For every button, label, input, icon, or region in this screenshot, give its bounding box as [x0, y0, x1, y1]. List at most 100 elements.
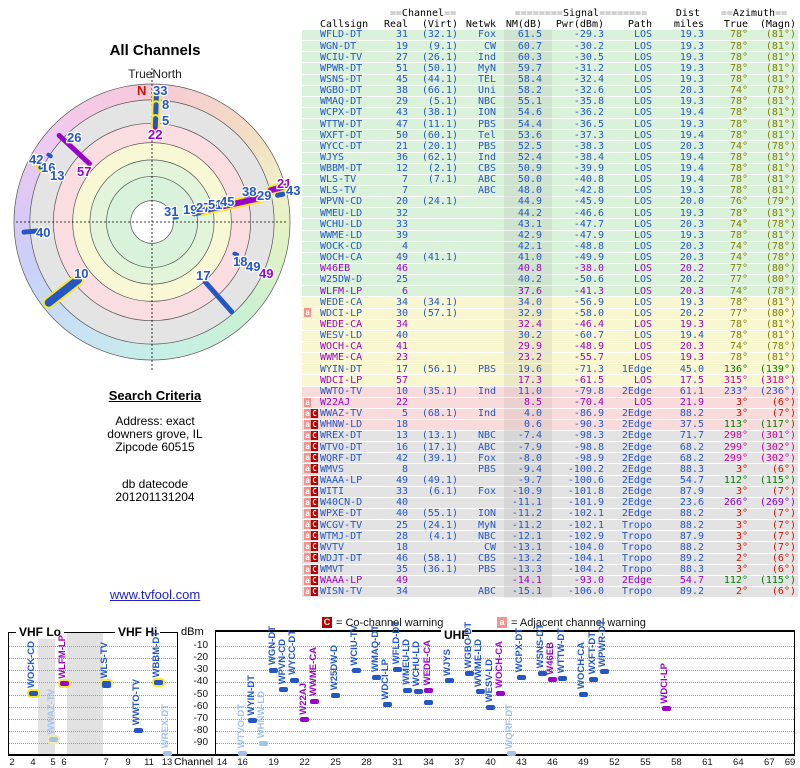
- channel-tick-label: 6: [61, 757, 67, 768]
- adjacent-warning-icon: a: [304, 542, 311, 552]
- true-north-label: TrueNorth: [128, 67, 182, 81]
- radar-channel-label: 33: [153, 83, 167, 98]
- channel-tick-label: 25: [330, 757, 341, 768]
- vhf-hi-label: VHF Hi: [115, 625, 161, 639]
- signal-bar: [516, 675, 526, 681]
- signal-bar: [578, 691, 588, 697]
- signal-bar-label: WYCC-DT: [287, 630, 299, 676]
- co-channel-warning-icon: C: [311, 586, 318, 596]
- adjacent-warning-icon: a: [304, 508, 311, 518]
- table-row: WBBM-DT 12 (2.1) CBS 50.9 -39.9 LOS 19.4 78° (81°…: [302, 163, 798, 175]
- tvfool-link[interactable]: www.tvfool.com: [109, 587, 201, 602]
- table-row: WTTW-DT 47 (11.1) PBS 54.4 -36.5 LOS 19.3 78° (81…: [302, 118, 798, 131]
- table-row: WOCK-CD 4 42.1 -48.8 LOS 20.3 74° (78°): [302, 241, 798, 253]
- signal-bar: [599, 669, 609, 675]
- radar-channel-bar: [232, 251, 240, 257]
- channel-tick-label: 52: [609, 757, 620, 768]
- signal-bar: [331, 692, 341, 698]
- signal-bar-label: WWME-CA: [307, 647, 319, 697]
- callsign: WMEU-LD: [320, 207, 363, 219]
- gridline: [9, 718, 176, 720]
- signal-bar-label: WTTW-DT: [555, 627, 567, 674]
- signal-bar: [162, 750, 172, 756]
- channel-tick-label: 14: [216, 757, 228, 768]
- table-row: WWME-LD 39 42.9 -47.9 LOS 19.3 78° (81°): [302, 229, 798, 242]
- search-address: downers grove, IL: [107, 427, 203, 441]
- radar-channel-bar: [44, 275, 83, 307]
- co-channel-warning-icon: C: [311, 442, 318, 452]
- co-channel-warning-icon: C: [311, 531, 318, 541]
- co-channel-warning-icon: C: [311, 542, 318, 552]
- radar-channel-label: 16: [41, 160, 55, 175]
- signal-bar-label: WEDE-CA: [421, 639, 433, 686]
- table-row: a C WTVO-DT 16 (17.1) ABC -7.9 -98.8 2Edge 68.2 29…: [302, 441, 798, 454]
- radar-channel-label: 43: [286, 183, 300, 198]
- vhf-gap-stripe: [38, 633, 55, 754]
- channel-tick-label: 69: [784, 757, 796, 768]
- table-row: a C WHNW-LD 18 0.6 -90.3 2Edge 37.5 113° (117°): [302, 419, 798, 432]
- callsign: WQRF-DT: [320, 452, 363, 464]
- signal-bar-label: WWTO-TV: [131, 679, 142, 726]
- gridline: [9, 658, 176, 660]
- table-row: a WDCI-LP 30 (57.1) 32.9 -58.0 LOS 20.2 77° (80°): [302, 307, 798, 320]
- table-header-groups: ==Channel== ========Signal======== Dist ==A…: [389, 7, 788, 19]
- radar-channel-label: 27: [196, 200, 210, 215]
- adjacent-warning-icon: a: [304, 531, 311, 541]
- callsign: WHNW-LD: [320, 419, 363, 431]
- adjacent-channel-warning-text: = Adjacent channel warning: [511, 617, 646, 629]
- warning-markers: a: [302, 308, 318, 319]
- db-datecode-label: db datecode: [121, 477, 189, 491]
- gridline: [9, 670, 176, 672]
- radar-channel-bar: [46, 152, 53, 159]
- signal-bar-label: WOCK-CD: [26, 641, 37, 689]
- signal-bar-label: WFLD-DT: [390, 621, 402, 665]
- signal-bar-label: WCPX-DT: [514, 628, 526, 673]
- table-row: WJYS 36 (62.1) Ind 52.4 -38.4 LOS 19.4 78° (81°): [302, 151, 798, 164]
- radar-channel-bar: [191, 210, 202, 217]
- channel-tick-label: 67: [764, 757, 775, 768]
- gridline: [216, 670, 794, 672]
- signal-bar-label: WQRF-DT: [504, 703, 516, 749]
- callsign: W46EB: [320, 263, 351, 275]
- signal-bar: [424, 687, 434, 693]
- signal-bar-label: W46EB: [545, 642, 557, 675]
- channel-axis: [8, 754, 795, 756]
- radar-channel-label: 57: [77, 164, 91, 179]
- dbm-tick-label: -60: [193, 700, 208, 712]
- signal-bar: [279, 687, 289, 693]
- table-row: WSNS-DT 45 (44.1) TEL 58.4 -32.4 LOS 19.3 78° (81…: [302, 73, 798, 86]
- signal-bar-label: WPWR-DT: [597, 619, 609, 667]
- channel-tick-label: 9: [125, 757, 131, 768]
- callsign: WISN-TV: [320, 586, 363, 598]
- co-channel-warning-icon: C: [311, 408, 318, 418]
- co-channel-warning-icon: C: [322, 617, 332, 628]
- table-row: WPVN-CD 20 (24.1) 44.9 -45.9 LOS 20.0 76° (79°): [302, 196, 798, 209]
- radar-channel-bar: [202, 279, 235, 315]
- signal-bar: [101, 683, 111, 689]
- channel-tick-label: 16: [237, 757, 248, 768]
- signal-bar: [133, 728, 143, 734]
- co-channel-warning-icon: C: [311, 419, 318, 429]
- north-marker: N: [137, 83, 146, 98]
- callsign: WVTV: [320, 541, 345, 553]
- signal-bar: [589, 676, 599, 682]
- dbm-tick-label: -10: [193, 640, 208, 651]
- callsign: WMVS: [320, 463, 345, 475]
- adjacent-warning-icon: a: [304, 419, 311, 429]
- radar-channel-label: 18: [233, 254, 247, 269]
- signal-bar: [28, 690, 38, 696]
- co-channel-warning-icon: C: [311, 497, 318, 507]
- co-channel-warning-icon: C: [311, 520, 318, 530]
- table-row: WMAQ-DT 29 (5.1) NBC 55.1 -35.8 LOS 19.3 78° (81°…: [302, 96, 798, 108]
- radar-channel-label: 5: [162, 113, 169, 128]
- radar-channel-label: 42: [29, 152, 43, 167]
- table-row: a C WVTV 18 CW -13.1 -104.0 Tropo 88.2 3° (7°): [302, 541, 798, 554]
- signal-bar-label: WDCI-LP: [380, 658, 392, 700]
